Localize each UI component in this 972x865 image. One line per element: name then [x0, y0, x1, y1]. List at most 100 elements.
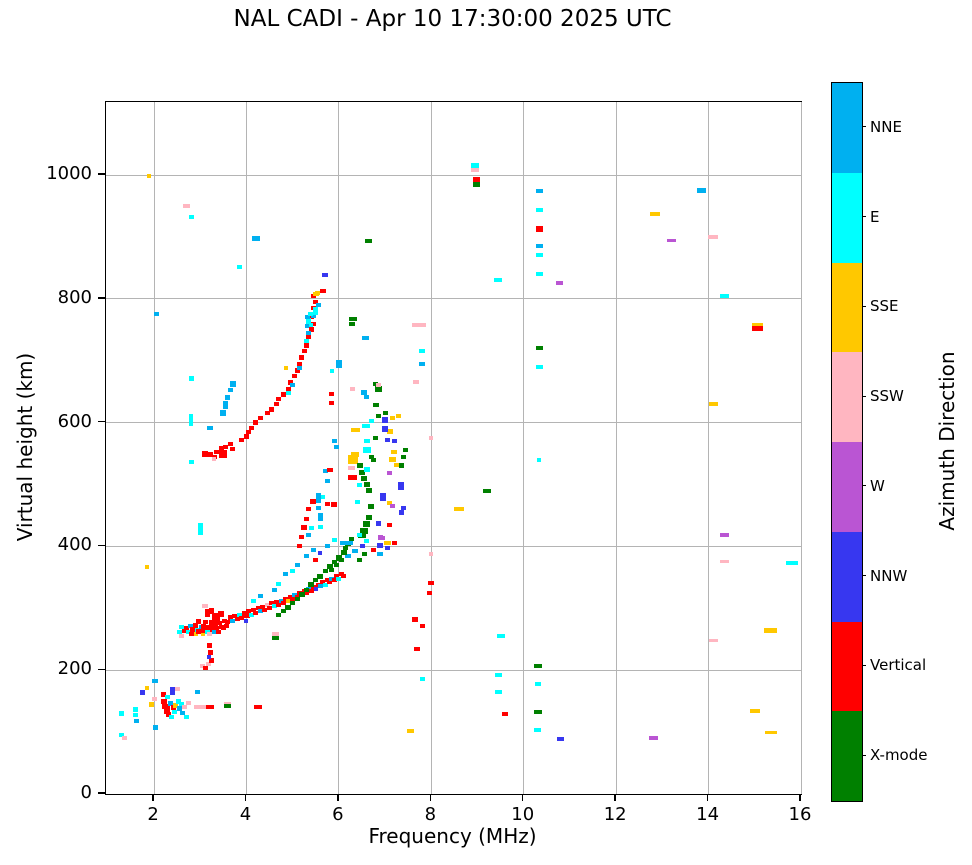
data-point [320, 288, 327, 293]
x-tick-label: 12 [603, 804, 627, 825]
x-tick-label: 10 [511, 804, 535, 825]
data-point [201, 623, 207, 628]
data-point [292, 374, 298, 379]
data-point [331, 578, 337, 583]
data-point [227, 442, 233, 447]
data-point [343, 540, 354, 545]
data-point [251, 236, 260, 242]
data-point [347, 455, 358, 465]
data-point [297, 361, 303, 366]
x-tick-label: 4 [239, 804, 252, 825]
data-point [248, 612, 254, 617]
data-point [224, 704, 232, 709]
data-point [246, 609, 252, 614]
x-axis-tick [152, 794, 154, 802]
data-point [310, 499, 317, 505]
data-point [172, 710, 178, 715]
data-point [188, 375, 194, 381]
data-point [396, 414, 402, 419]
data-point [324, 479, 330, 484]
data-point [334, 445, 340, 450]
data-point [221, 618, 227, 623]
data-point [317, 524, 323, 529]
data-point [257, 609, 263, 614]
data-point [317, 573, 324, 579]
data-point [454, 507, 465, 512]
data-point [720, 293, 730, 298]
data-point [329, 391, 335, 396]
data-point [255, 606, 261, 611]
data-point [276, 602, 282, 607]
data-point [764, 730, 777, 734]
data-point [149, 702, 155, 708]
colorbar-segment-nnw [832, 531, 862, 622]
data-point [269, 406, 275, 412]
data-point [237, 265, 243, 270]
data-point [749, 709, 760, 714]
data-point [377, 551, 384, 556]
data-point [264, 411, 270, 416]
data-point [371, 547, 377, 552]
data-point [244, 618, 249, 623]
data-point [201, 705, 208, 710]
data-point [304, 553, 310, 558]
x-tick-label: 6 [332, 804, 344, 825]
data-point [343, 545, 349, 550]
data-point [280, 601, 286, 606]
colorbar-segment-vertical [832, 621, 862, 712]
data-point [331, 559, 337, 564]
data-point [290, 601, 296, 606]
data-point [310, 321, 316, 326]
data-point [195, 689, 201, 694]
data-point [290, 383, 296, 388]
data-point [364, 394, 370, 399]
data-point [720, 533, 730, 538]
data-point [227, 615, 233, 621]
data-point [145, 685, 150, 690]
data-point [650, 212, 661, 217]
gridline-horizontal [106, 545, 801, 547]
gridline-vertical [708, 102, 710, 794]
data-point [471, 163, 480, 169]
data-point [271, 604, 277, 609]
data-point [193, 623, 199, 629]
data-point [429, 551, 434, 556]
data-point [187, 623, 193, 628]
data-point [274, 402, 279, 407]
data-point [494, 673, 502, 678]
plot-area [105, 101, 802, 795]
data-point [335, 359, 342, 368]
data-point [375, 521, 381, 526]
data-point [133, 718, 139, 723]
data-point [193, 632, 198, 637]
data-point [407, 729, 415, 734]
data-point [205, 705, 214, 710]
data-point [533, 709, 542, 714]
data-point [211, 629, 217, 634]
data-point [363, 482, 370, 488]
data-point [151, 697, 157, 702]
data-point [341, 574, 347, 579]
data-point [360, 527, 369, 534]
data-point [357, 532, 363, 537]
data-point [246, 429, 252, 434]
data-point [304, 324, 309, 329]
data-point [697, 188, 707, 193]
data-point [253, 420, 259, 426]
data-point [262, 607, 268, 612]
data-point [426, 591, 432, 596]
data-point [264, 603, 270, 608]
data-point [207, 642, 212, 648]
data-point [348, 466, 356, 471]
data-point [317, 584, 323, 589]
gridline-vertical [800, 102, 802, 794]
data-point [326, 563, 333, 569]
data-point [297, 366, 303, 371]
data-point [379, 536, 385, 541]
data-point [382, 416, 389, 423]
colorbar-segment-w [832, 442, 862, 532]
x-axis-tick [706, 794, 709, 802]
data-point [354, 499, 360, 504]
data-point [276, 612, 282, 617]
data-point [764, 628, 778, 634]
